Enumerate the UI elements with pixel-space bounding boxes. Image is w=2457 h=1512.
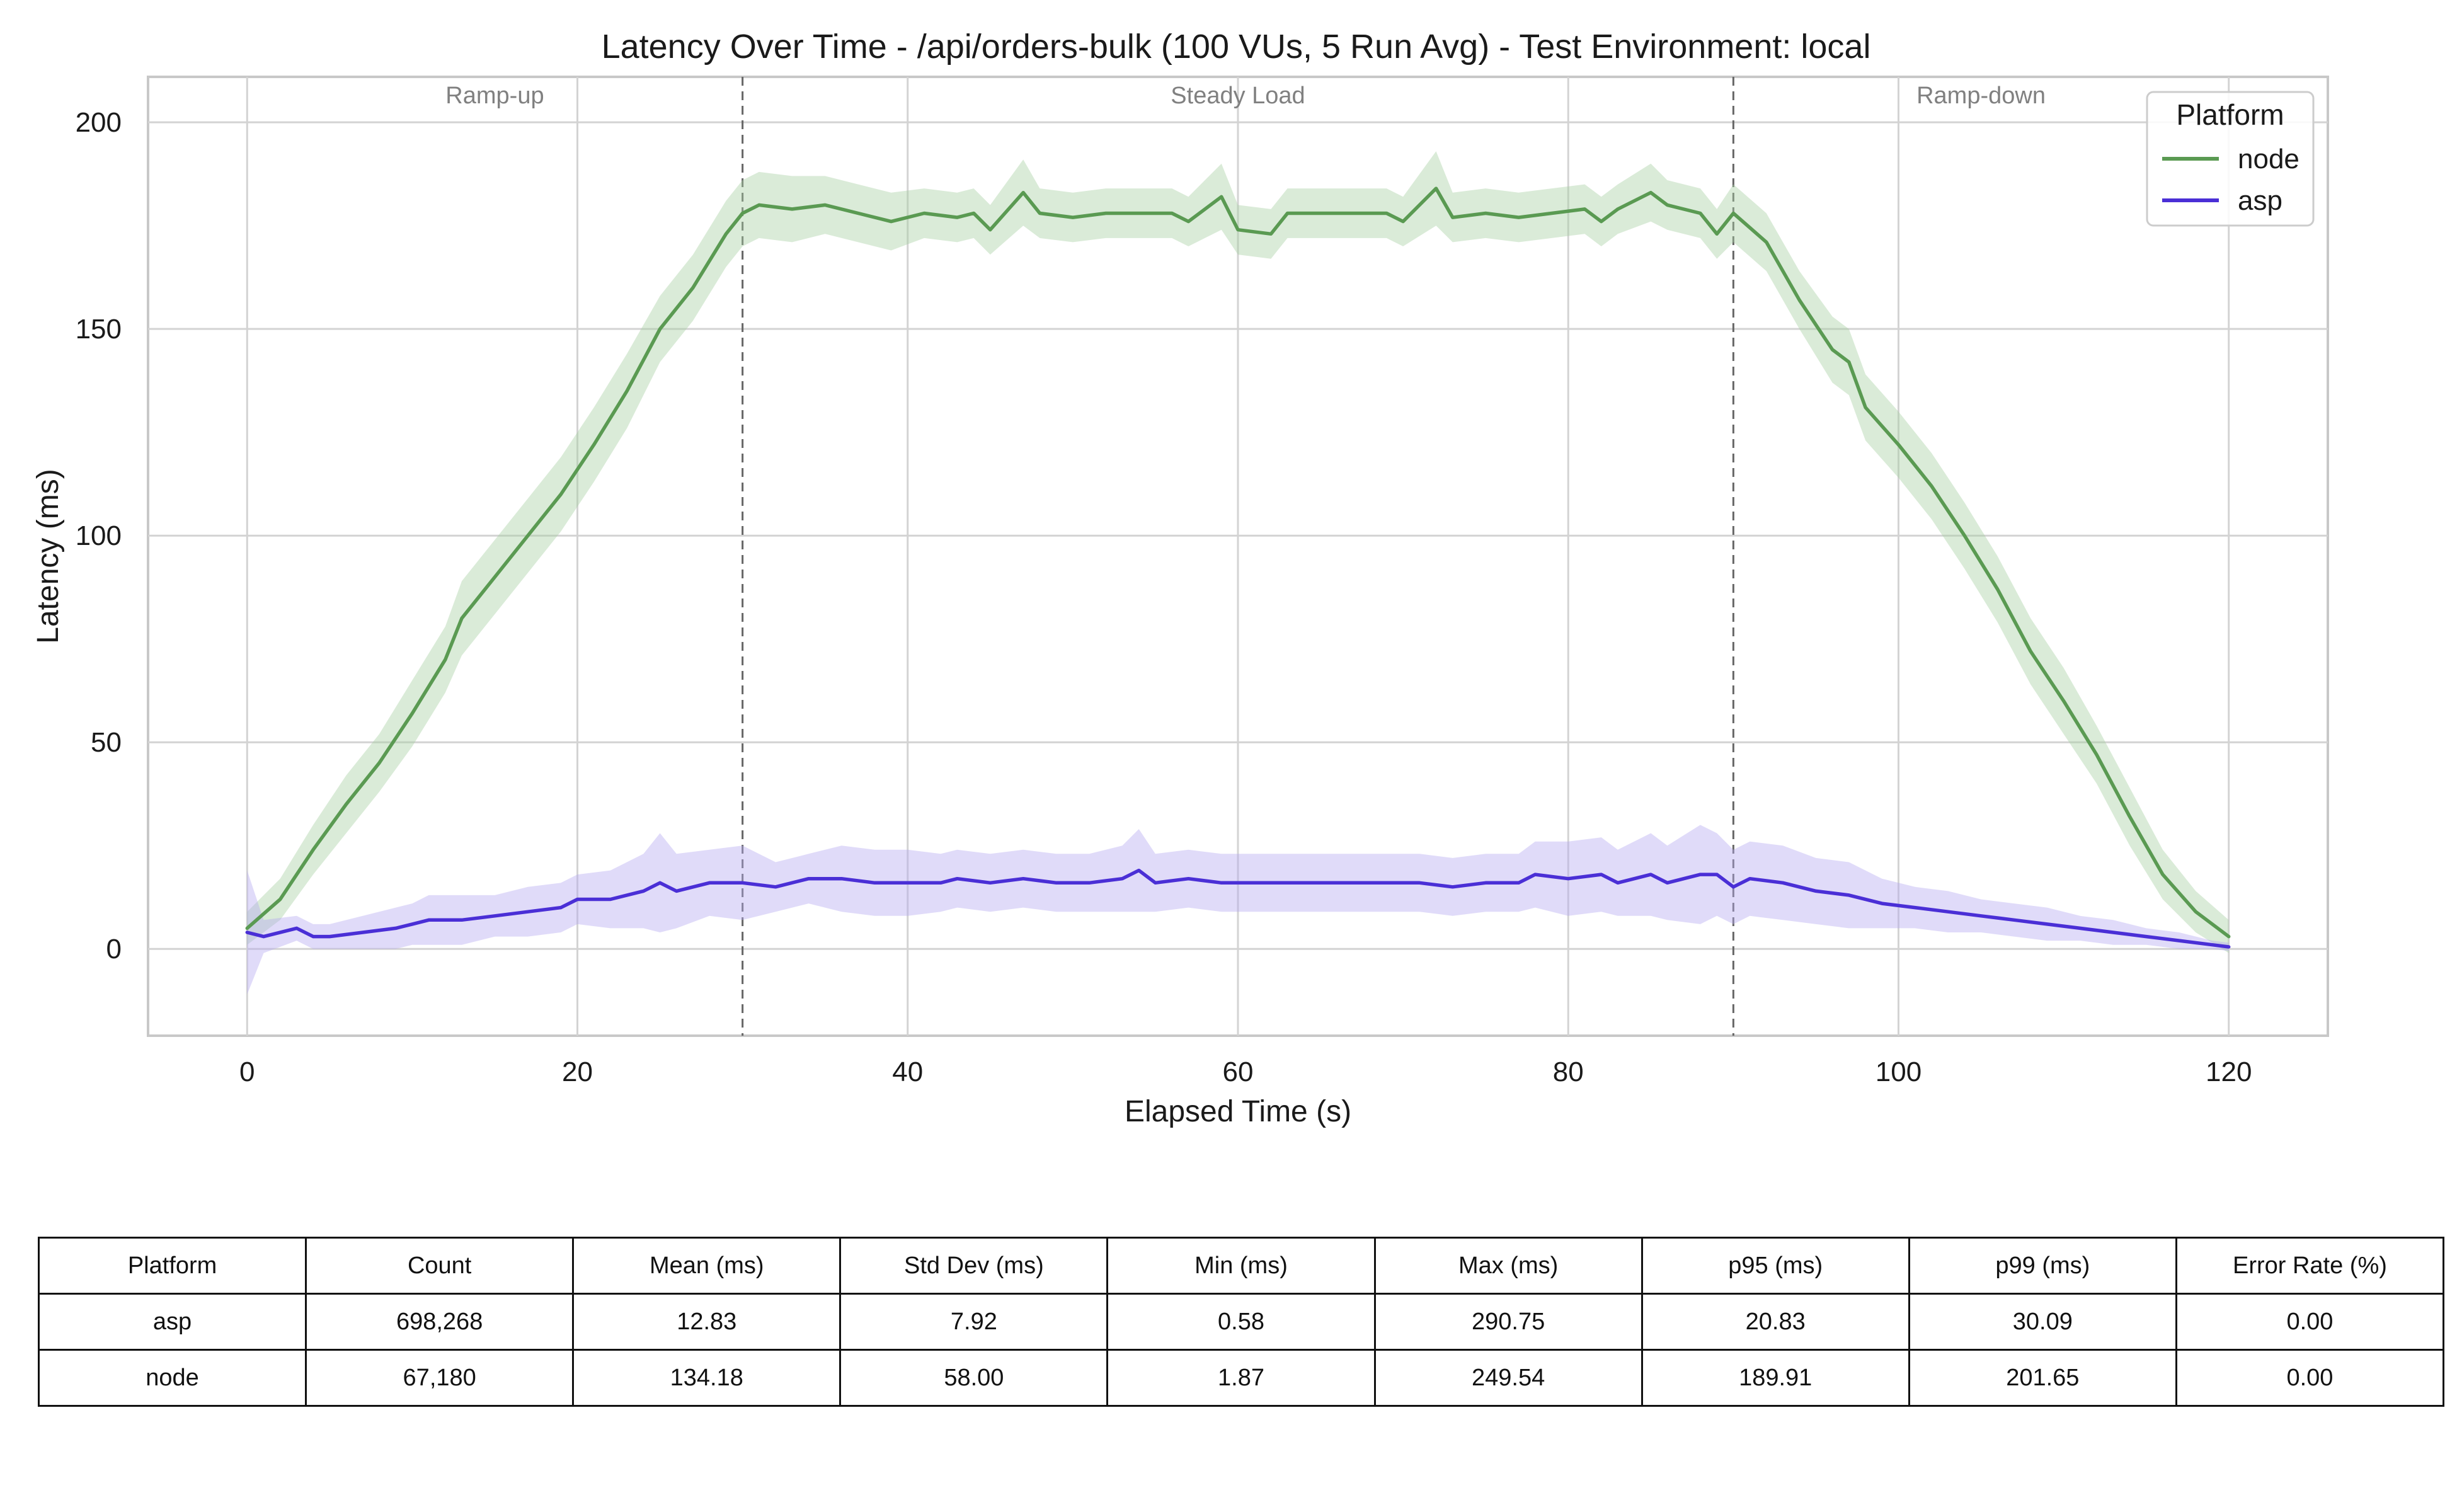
x-tick-label: 60	[1223, 1057, 1254, 1087]
header-cell: Max (ms)	[1373, 1237, 1643, 1295]
table-header-row: Platform Count Mean (ms) Std Dev (ms) Mi…	[37, 1237, 2445, 1295]
header-cell: Platform	[37, 1237, 307, 1295]
y-tick-label: 150	[76, 314, 122, 345]
table-cell: 134.18	[572, 1349, 842, 1407]
header-cell: Std Dev (ms)	[839, 1237, 1109, 1295]
x-axis-ticks: 0 20 40 60 80 100 120	[239, 1057, 2252, 1087]
table-cell: 1.87	[1106, 1349, 1376, 1407]
table-cell: 30.09	[1908, 1293, 2177, 1351]
node-line	[245, 186, 2231, 939]
legend-title: Platform	[2176, 98, 2284, 131]
x-axis-label: Elapsed Time (s)	[1125, 1095, 1351, 1128]
table-cell: 12.83	[572, 1293, 842, 1351]
table-cell: 201.65	[1908, 1349, 2177, 1407]
legend: Platform node asp	[2146, 91, 2315, 227]
x-tick-label: 20	[562, 1057, 593, 1087]
table-cell: 189.91	[1641, 1349, 1910, 1407]
latency-chart: Latency Over Time - /api/orders-bulk (10…	[32, 28, 2329, 1128]
y-tick-label: 100	[76, 520, 122, 551]
header-cell: Min (ms)	[1106, 1237, 1376, 1295]
header-cell: Mean (ms)	[572, 1237, 842, 1295]
table-cell: 249.54	[1373, 1349, 1643, 1407]
x-tick-label: 120	[2206, 1057, 2252, 1087]
phase-label: Ramp-down	[1916, 83, 2046, 109]
table-cell: node	[37, 1349, 307, 1407]
table-cell: 7.92	[839, 1293, 1109, 1351]
x-tick-label: 80	[1553, 1057, 1584, 1087]
table-cell: 58.00	[839, 1349, 1109, 1407]
header-cell: Error Rate (%)	[2175, 1237, 2445, 1295]
header-cell: p99 (ms)	[1908, 1237, 2177, 1295]
y-axis-ticks: 0 50 100 150 200	[76, 107, 122, 965]
table-cell: asp	[37, 1293, 307, 1351]
legend-entry: node	[2238, 144, 2300, 175]
asp-band	[247, 825, 2229, 995]
chart-title: Latency Over Time - /api/orders-bulk (10…	[602, 28, 1871, 66]
table-row: asp 698,268 12.83 7.92 0.58 290.75 20.83…	[37, 1293, 2445, 1351]
y-tick-label: 50	[91, 727, 122, 758]
y-tick-label: 0	[106, 934, 122, 965]
legend-items: node asp	[2162, 144, 2300, 216]
x-tick-label: 40	[892, 1057, 923, 1087]
confidence-bands	[247, 151, 2229, 995]
table-cell: 20.83	[1641, 1293, 1910, 1351]
table-cell: 698,268	[305, 1293, 575, 1351]
table-cell: 0.58	[1106, 1293, 1376, 1351]
asp-line	[245, 868, 2231, 949]
header-cell: Count	[305, 1237, 575, 1295]
table-cell: 0.00	[2175, 1349, 2445, 1407]
table-cell: 67,180	[305, 1349, 575, 1407]
legend-box	[2146, 91, 2315, 227]
x-tick-label: 100	[1876, 1057, 1922, 1087]
series-lines	[245, 186, 2231, 949]
x-tick-label: 0	[239, 1057, 255, 1087]
table-cell: 290.75	[1373, 1293, 1643, 1351]
phase-label: Steady Load	[1171, 83, 1305, 109]
table-row: node 67,180 134.18 58.00 1.87 249.54 189…	[37, 1349, 2445, 1407]
table-cell: 0.00	[2175, 1293, 2445, 1351]
header-cell: p95 (ms)	[1641, 1237, 1910, 1295]
summary-stats-table: Platform Count Mean (ms) Std Dev (ms) Mi…	[37, 1237, 2445, 1407]
phase-markers: Ramp-up Steady Load Ramp-down	[445, 77, 2046, 1036]
phase-label: Ramp-up	[445, 83, 544, 109]
legend-entry: asp	[2238, 185, 2282, 216]
y-tick-label: 200	[76, 107, 122, 138]
y-axis-label: Latency (ms)	[32, 469, 65, 643]
